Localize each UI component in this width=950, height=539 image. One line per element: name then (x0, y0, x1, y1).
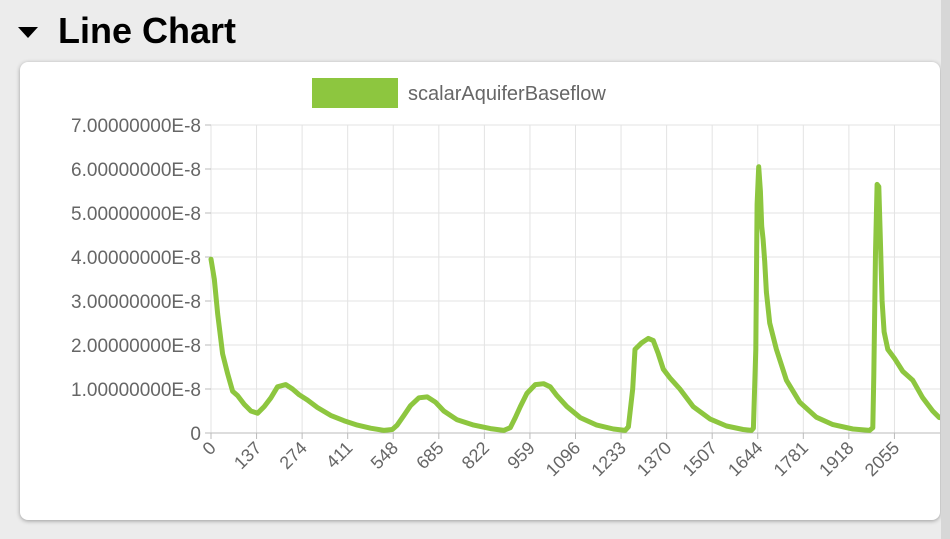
section-title: Line Chart (58, 10, 237, 51)
y-tick-label: 3.00000000E-8 (71, 292, 201, 313)
x-tick-label: 1918 (815, 438, 857, 480)
x-tick-label: 137 (230, 438, 265, 473)
legend-swatch (312, 78, 398, 108)
y-tick-label: 1.00000000E-8 (71, 380, 201, 401)
y-tick-label: 0 (190, 424, 201, 445)
x-tick-label: 1781 (770, 438, 812, 480)
x-tick-label: 1096 (542, 438, 584, 480)
x-tick-label: 1370 (633, 438, 675, 480)
y-tick-label: 2.00000000E-8 (71, 336, 201, 357)
y-tick-label: 7.00000000E-8 (71, 116, 201, 137)
triangle-down-icon[interactable] (18, 26, 38, 38)
x-tick-label: 822 (458, 438, 493, 473)
x-tick-label: 548 (367, 438, 402, 473)
y-tick-label: 4.00000000E-8 (71, 248, 201, 269)
series-line (208, 164, 940, 433)
chart-panel: 0 1.00000000E-8 2.00000000E-8 3.00000000E-8… (20, 62, 940, 520)
x-tick-label: 1233 (587, 438, 629, 480)
section-header[interactable]: Line Chart (18, 6, 236, 56)
legend-label: scalarAquiferBaseflow (408, 83, 606, 105)
x-tick-label: 2055 (861, 438, 903, 480)
x-tick-label: 411 (322, 438, 356, 472)
y-tick-label: 5.00000000E-8 (71, 204, 201, 225)
scrollbar-track[interactable] (941, 0, 950, 539)
grid-lines (210, 124, 940, 434)
x-tick-label: 0 (199, 438, 220, 459)
x-tick-label: 1644 (724, 438, 766, 480)
x-tick-label: 959 (503, 438, 538, 473)
line-chart: 0 1.00000000E-8 2.00000000E-8 3.00000000E-8… (71, 78, 940, 480)
x-tick-label: 1507 (679, 438, 721, 480)
y-tick-label: 6.00000000E-8 (71, 160, 201, 181)
x-tick-label: 685 (412, 438, 447, 473)
legend: scalarAquiferBaseflow (312, 78, 606, 108)
x-tick-label: 274 (276, 438, 311, 473)
